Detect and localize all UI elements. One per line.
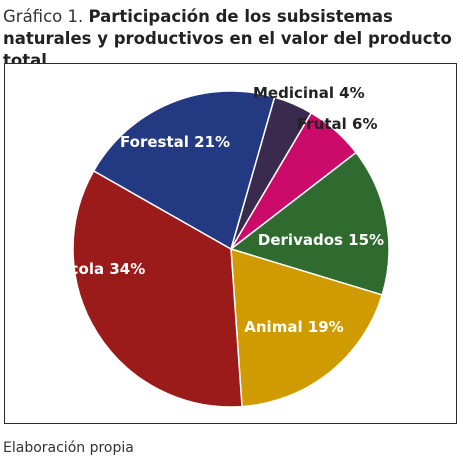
chart-frame: Medicinal 4% Frutal 6% Derivados 15% Animal… bbox=[4, 63, 457, 424]
pie-slice-animal bbox=[230, 247, 384, 408]
slice-label-forestal: Forestal 21% bbox=[120, 133, 230, 151]
slice-label-frutal: Frutal 6% bbox=[297, 115, 378, 133]
pie-chart: Medicinal 4% Frutal 6% Derivados 15% Animal… bbox=[35, 84, 390, 408]
chart-title-prefix: Gráfico 1. bbox=[3, 7, 84, 26]
pie-slice-derivados bbox=[229, 151, 390, 296]
chart-title-text: Participación de los subsistemas natural… bbox=[3, 7, 452, 70]
pie-slice-forestal bbox=[92, 90, 276, 251]
slice-label-medicinal: Medicinal 4% bbox=[253, 84, 365, 102]
slice-label-derivados: Derivados 15% bbox=[258, 231, 384, 249]
source-note: Elaboración propia bbox=[3, 440, 134, 456]
slice-label-agricola: Agrícola 34% bbox=[35, 260, 145, 278]
slice-label-animal: Animal 19% bbox=[244, 318, 343, 336]
pie-slice-agricola bbox=[72, 169, 243, 408]
chart-title: Gráfico 1. Participación de los subsiste… bbox=[3, 6, 461, 72]
